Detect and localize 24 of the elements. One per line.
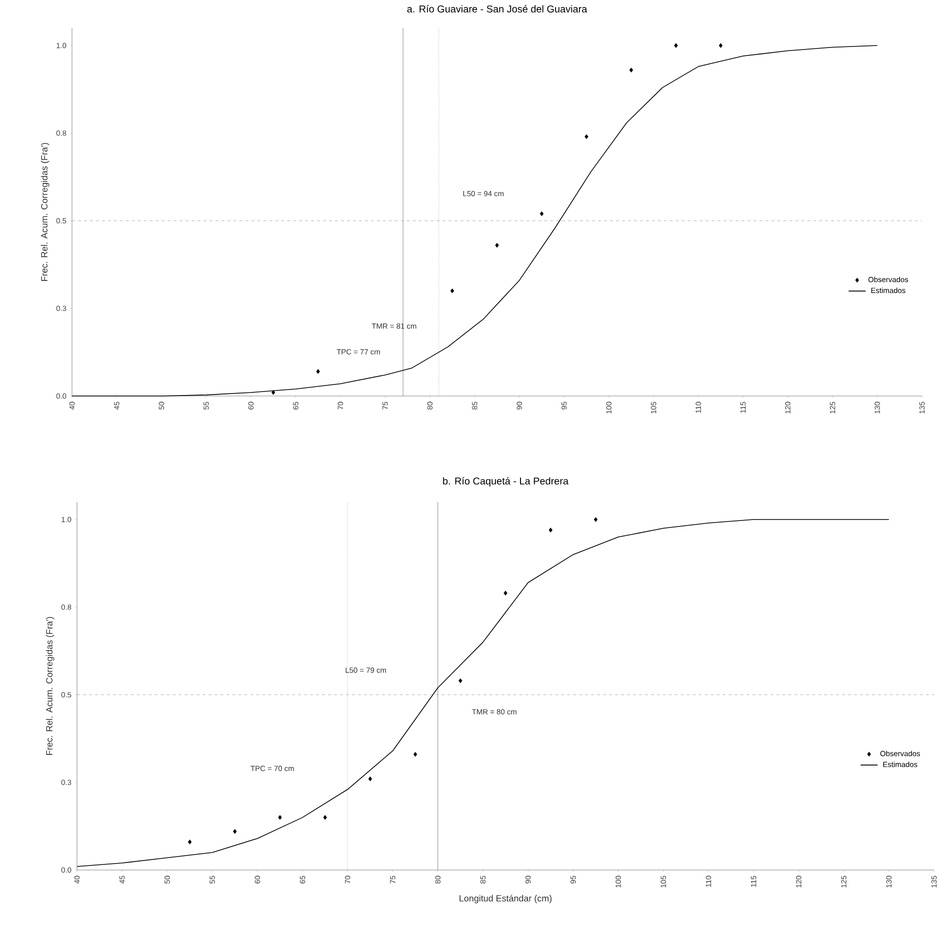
chart-title: a. Río Guaviare - San José del Guaviara — [407, 5, 588, 12]
point — [413, 752, 418, 757]
point — [450, 288, 454, 294]
point — [504, 590, 508, 596]
chart-title: b. Río Caquetá - La Pedrera — [443, 477, 569, 486]
point — [584, 134, 588, 140]
point — [540, 211, 544, 216]
point — [548, 528, 552, 532]
point — [718, 43, 723, 48]
point — [629, 68, 634, 72]
point — [594, 517, 598, 522]
point — [495, 242, 499, 248]
y-axis-title: Frec. Rel. Acum. Corregidas (Fra') — [46, 616, 54, 755]
point — [188, 840, 192, 844]
point — [278, 815, 282, 820]
point — [316, 369, 320, 374]
x-axis-title: Longitud Estándar (cm) — [460, 894, 552, 904]
point — [458, 678, 462, 684]
y-axis-title: Frec. Rel. Acum. Corregidas (Fra') — [40, 142, 50, 281]
point — [368, 776, 372, 782]
point — [323, 815, 327, 820]
point — [674, 43, 678, 48]
point — [233, 829, 237, 834]
point — [271, 390, 276, 395]
